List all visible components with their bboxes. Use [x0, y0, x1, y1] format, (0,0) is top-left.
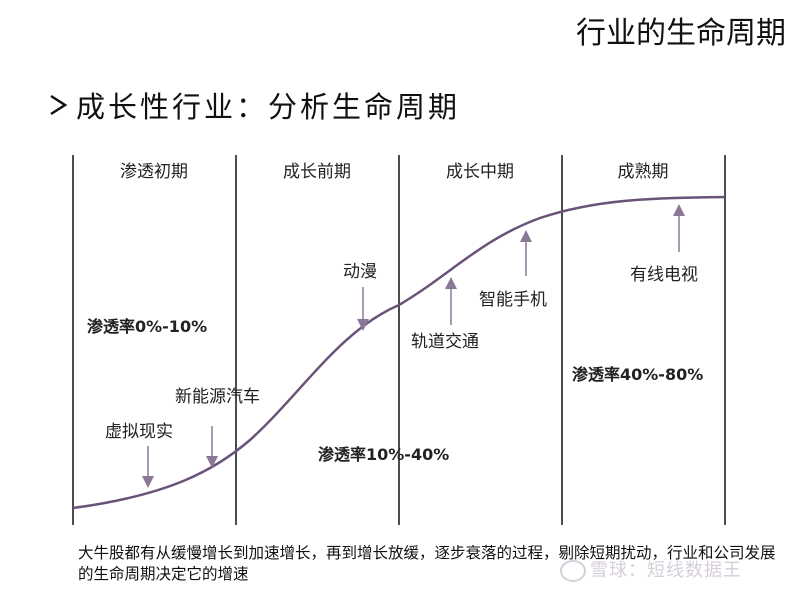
annotation-vr: 虚拟现实 — [105, 422, 173, 442]
rate-label-mature: 渗透率40%-80% — [572, 365, 703, 384]
footer-caption: 大牛股都有从缓慢增长到加速增长，再到增长放缓，逐步衰落的过程，剔除短期扰动，行业… — [78, 544, 776, 583]
watermark-text: 雪球：短线数据王 — [590, 560, 742, 581]
rate-label-early: 渗透率0%-10% — [87, 317, 207, 336]
annotation-cable-tv: 有线电视 — [630, 265, 698, 285]
slide-title: 行业的生命周期 — [576, 16, 786, 51]
annotation-nev: 新能源汽车 — [175, 387, 260, 407]
rate-label-growth: 渗透率10%-40% — [318, 445, 449, 464]
annotation-smartphone: 智能手机 — [479, 290, 547, 310]
phase-label-penetration: 渗透初期 — [120, 162, 188, 182]
snowball-logo-icon — [560, 560, 586, 582]
heading-text: 成长性行业：分析生命周期 — [76, 90, 461, 124]
phase-label-mid-growth: 成长中期 — [446, 162, 514, 182]
phase-label-early-growth: 成长前期 — [283, 162, 351, 182]
annotation-anime: 动漫 — [343, 262, 377, 282]
phase-label-maturity: 成熟期 — [618, 161, 669, 182]
annotation-rail: 轨道交通 — [411, 332, 479, 352]
arrow-bullet-icon — [50, 94, 68, 116]
section-heading: 成长性行业：分析生命周期 — [48, 84, 460, 126]
watermark: 雪球：短线数据王 — [560, 556, 742, 582]
